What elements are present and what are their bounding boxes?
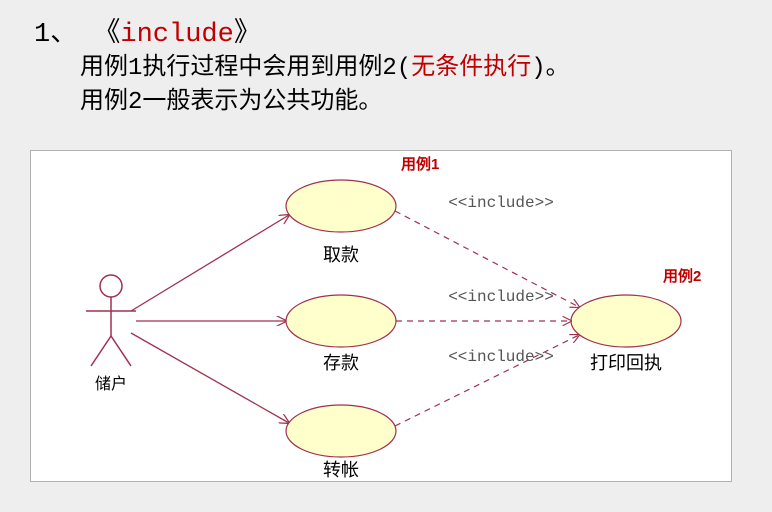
uc1-ellipse bbox=[286, 180, 396, 232]
line2-red: 无条件执行 bbox=[411, 55, 531, 82]
actor-label: 储户 bbox=[95, 375, 127, 393]
annotation-uc4: 用例2 bbox=[663, 267, 701, 285]
uc3-ellipse bbox=[286, 405, 396, 457]
include-label-0: <<include>> bbox=[448, 194, 554, 212]
body-line-2: 用例1执行过程中会用到用例2(无条件执行)。 bbox=[80, 46, 570, 82]
actor: 储户 bbox=[86, 275, 136, 393]
usecase-withdraw: 取款 bbox=[286, 180, 396, 265]
uc2-ellipse bbox=[286, 295, 396, 347]
include-edges: <<include>> <<include>> <<include>> bbox=[395, 194, 579, 426]
annotation-uc1: 用例1 bbox=[401, 155, 439, 173]
use-case-diagram: 储户 取款 存款 转帐 打印回执 <<include>><<in bbox=[30, 150, 732, 482]
usecase-print-receipt: 打印回执 bbox=[571, 295, 681, 373]
uc4-label: 打印回执 bbox=[590, 353, 662, 373]
assoc-edge-0 bbox=[131, 215, 289, 311]
include-label-1: <<include>> bbox=[448, 288, 554, 306]
actor-head bbox=[100, 275, 122, 297]
usecase-transfer: 转帐 bbox=[286, 405, 396, 480]
uc3-label: 转帐 bbox=[323, 460, 359, 480]
heading: 1、 《include》 bbox=[34, 10, 261, 50]
uc2-label: 存款 bbox=[323, 353, 359, 373]
usecase-deposit: 存款 bbox=[286, 295, 396, 373]
uc1-label: 取款 bbox=[323, 245, 359, 265]
uc4-ellipse bbox=[571, 295, 681, 347]
line2-part-a: 用例1执行过程中会用到用例2( bbox=[80, 55, 411, 82]
body-line-3: 用例2一般表示为公共功能。 bbox=[80, 80, 382, 116]
actor-leg-left bbox=[91, 336, 111, 366]
assoc-edge-2 bbox=[131, 333, 289, 423]
diagram-svg: 储户 取款 存款 转帐 打印回执 <<include>><<in bbox=[31, 151, 731, 481]
association-edges bbox=[131, 215, 289, 423]
heading-index: 1、 bbox=[34, 20, 77, 50]
line2-part-b: )。 bbox=[531, 55, 569, 82]
include-label-2: <<include>> bbox=[448, 348, 554, 366]
actor-leg-right bbox=[111, 336, 131, 366]
